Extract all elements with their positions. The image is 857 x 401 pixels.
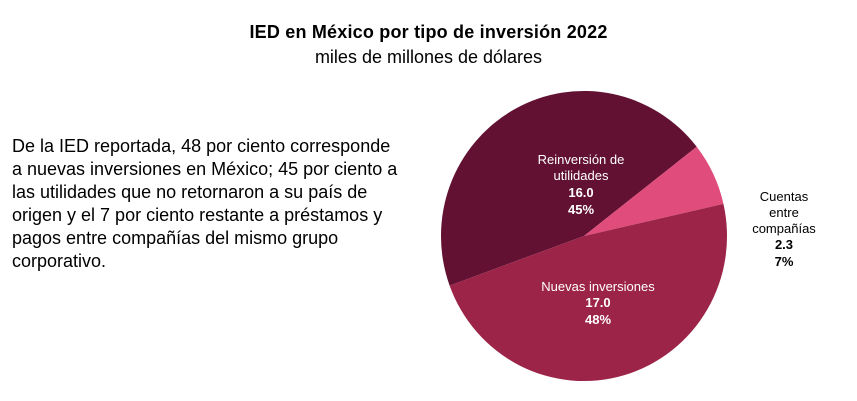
slice-label-cuentas-line2: entre (769, 205, 799, 220)
slice-percent-reinversion: 45% (568, 202, 594, 217)
pie-slices (440, 90, 728, 382)
chart-title: IED en México por tipo de inversión 2022 (249, 22, 608, 42)
slice-label-reinversion-line2: utilidades (554, 168, 609, 183)
slice-value-cuentas: 2.3 (775, 237, 793, 252)
slice-percent-nuevas: 48% (585, 312, 611, 327)
slice-value-reinversion: 16.0 (568, 185, 593, 200)
slice-label-cuentas-line1: Cuentas (760, 189, 809, 204)
slice-percent-cuentas: 7% (775, 254, 794, 269)
description-text: De la IED reportada, 48 por ciento corre… (12, 136, 398, 271)
slice-label-cuentas-line3: compañías (752, 221, 816, 236)
pie-slice-cuentas (584, 146, 724, 236)
slice-label-nuevas: Nuevas inversiones (541, 279, 655, 294)
pie-slice-nuevas (449, 203, 728, 382)
slice-label-reinversion-line1: Reinversión de (538, 152, 625, 167)
pie-slice-reinversion (440, 90, 697, 286)
chart-subtitle: miles de millones de dólares (314, 47, 543, 67)
slice-value-nuevas: 17.0 (585, 295, 610, 310)
